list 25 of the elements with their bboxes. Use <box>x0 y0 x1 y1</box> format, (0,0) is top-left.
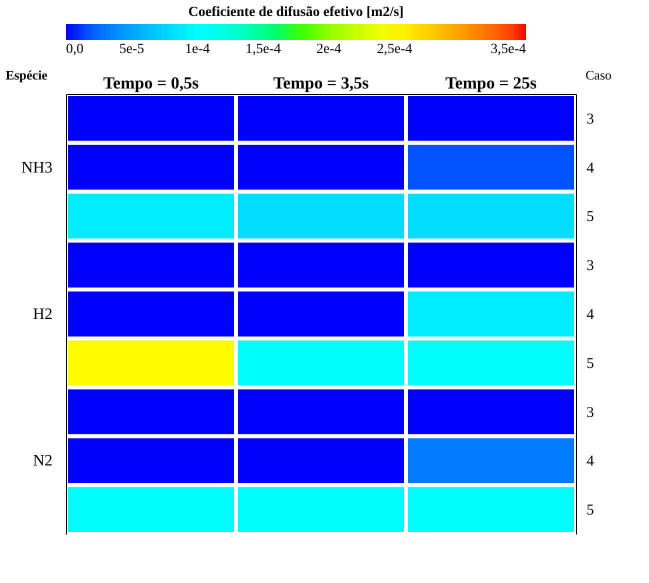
color-bar-label: 5e-5 <box>119 42 144 57</box>
y2-tick-label: 5 <box>586 209 594 226</box>
y2-tick-label: 5 <box>586 356 594 372</box>
color-bar-label: 2,5e-4 <box>376 42 412 57</box>
y2-tick-label: 3 <box>586 258 594 274</box>
y2-tick-label: 3 <box>586 404 594 421</box>
color-bar-title: Coeficiente de difusão efetivo [m2/s] <box>188 5 404 20</box>
y2-tick-label: 4 <box>586 160 594 176</box>
x-tick-label: Tempo = 0,5s <box>103 74 200 92</box>
y2-tick-label: 5 <box>586 502 594 519</box>
color-bar-label: 3,5e-4 <box>490 42 526 57</box>
color-bar-label: 1e-4 <box>184 42 210 57</box>
y2-tick-label: 4 <box>586 454 594 470</box>
color-bar-label: 0,0 <box>66 42 84 57</box>
x-tick-label: Tempo = 25s <box>445 74 537 92</box>
y2-axis-title: Caso <box>586 68 612 82</box>
y-tick-label: NH3 <box>21 159 52 176</box>
x-tick-label: Tempo = 3,5s <box>273 74 370 92</box>
color-bar-label: 2e-4 <box>316 42 342 57</box>
y2-tick-label: 3 <box>586 111 594 128</box>
y-axis-title: Espécie <box>6 68 48 82</box>
color-bar-label: 1,5e-4 <box>245 42 281 57</box>
y2-tick-label: 4 <box>586 307 594 323</box>
y-tick-label: H2 <box>32 306 52 323</box>
y-tick-label: N2 <box>32 452 52 470</box>
